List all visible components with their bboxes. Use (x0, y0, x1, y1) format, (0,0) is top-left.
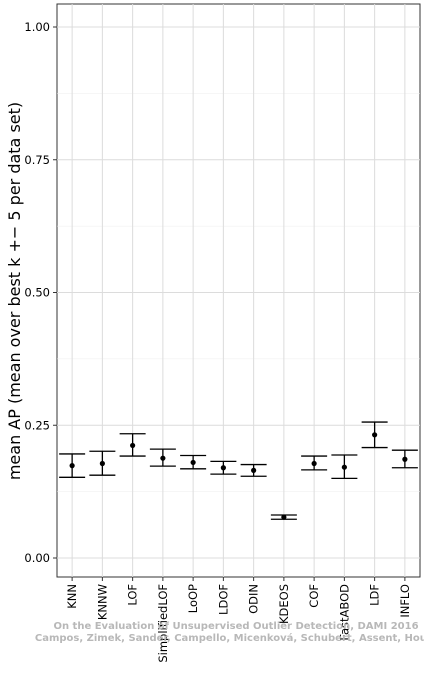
data-point (281, 514, 287, 520)
data-point (341, 464, 347, 470)
x-tick-label: LDF (368, 584, 382, 606)
data-point (190, 459, 196, 466)
data-point (372, 432, 378, 438)
watermark-line-2: Campos, Zimek, Sander, Campello, Micenko… (35, 632, 424, 644)
data-point (69, 463, 75, 469)
data-point (220, 465, 226, 471)
data-point (402, 456, 408, 462)
x-tick-label: INFLO (398, 584, 412, 618)
y-tick-label: 0.00 (24, 551, 50, 565)
x-tick-label: LDOF (216, 584, 230, 615)
x-tick-label: COF (307, 584, 321, 608)
y-axis: 0.00 0.25 0.50 0.75 1.00 (24, 20, 57, 565)
x-tick-label: KNN (65, 584, 79, 609)
watermark-line-1: On the Evaluation of Unsupervised Outlie… (53, 621, 418, 632)
data-marks (59, 421, 418, 520)
grid (57, 4, 420, 577)
data-point (311, 460, 317, 467)
x-tick-label: LoOP (186, 584, 200, 613)
data-point (251, 467, 257, 473)
y-axis-title: mean AP (mean over best k +− 5 per data … (5, 102, 24, 480)
x-tick-label: KDEOS (277, 584, 291, 624)
y-tick-label: 1.00 (24, 20, 50, 34)
x-tick-label: SimplifiedLOF (156, 584, 170, 663)
x-tick-label: KNNW (95, 584, 109, 620)
x-tick-label: FastABOD (337, 584, 351, 641)
data-point (160, 455, 166, 461)
data-point (130, 442, 136, 449)
x-tick-label: ODIN (247, 584, 261, 614)
data-point (99, 460, 105, 467)
y-tick-label: 0.50 (24, 286, 50, 300)
y-tick-label: 0.75 (24, 153, 50, 167)
x-tick-label: LOF (126, 584, 140, 606)
x-axis: KNN KNNW LOF SimplifiedLOF LoOP LDOF ODIN KDEOS… (65, 577, 412, 663)
plot-panel (56, 3, 421, 578)
y-tick-label: 0.25 (24, 418, 50, 432)
